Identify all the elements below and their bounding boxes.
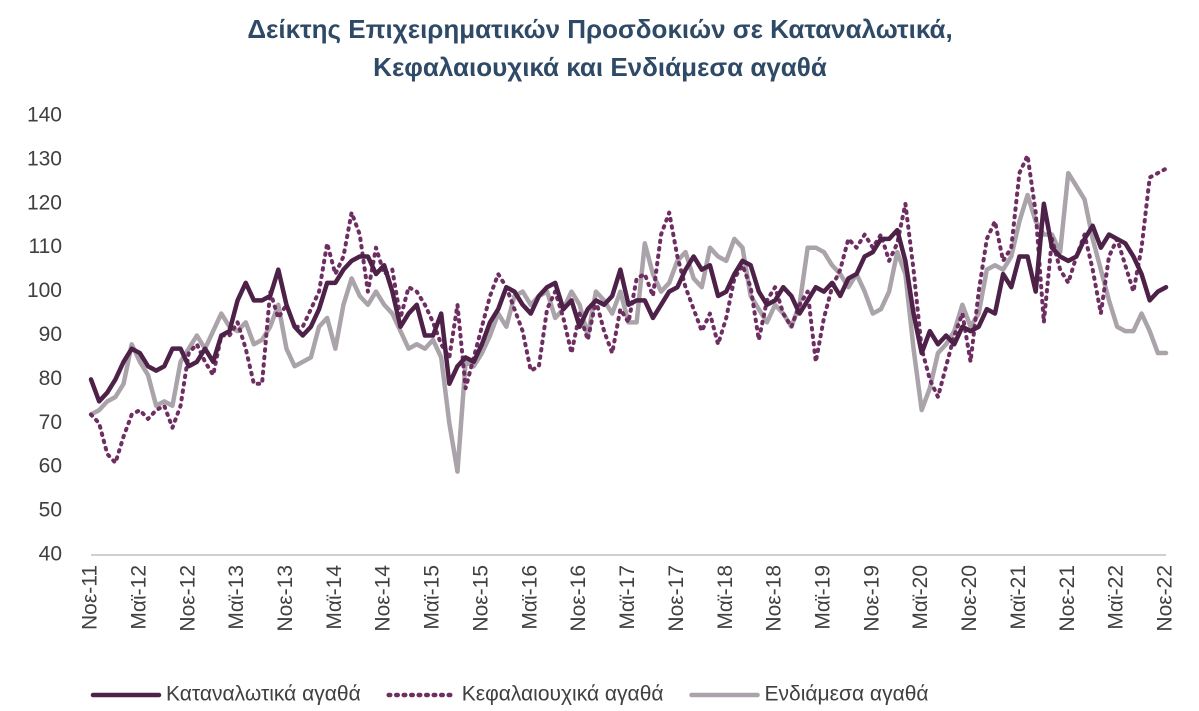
x-tick-label: Νοε-16 [567, 565, 590, 632]
x-tick-label: Μαϊ-22 [1105, 565, 1128, 630]
x-tick-label: Μαϊ-15 [421, 565, 444, 630]
x-tick-label: Νοε-20 [958, 565, 981, 632]
x-tick-label: Μαϊ-19 [812, 565, 835, 630]
x-tick-label: Νοε-22 [1154, 565, 1177, 632]
y-tick-label: 140 [27, 104, 62, 127]
legend-label: Καταναλωτικά αγαθά [166, 683, 361, 706]
chart-title: Δείκτης Επιχειρηματικών Προσδοκιών σε Κα… [247, 14, 952, 44]
x-tick-label: Μαϊ-17 [616, 565, 639, 630]
x-tick-label: Μαϊ-12 [127, 565, 150, 630]
x-tick-label: Νοε-12 [176, 565, 199, 632]
y-tick-label: 110 [29, 235, 62, 258]
x-tick-label: Νοε-21 [1056, 565, 1079, 632]
x-tick-label: Νοε-14 [372, 565, 395, 632]
x-tick-label: Νοε-17 [665, 565, 688, 632]
x-tick-label: Μαϊ-18 [714, 565, 737, 630]
y-tick-label: 40 [39, 543, 62, 566]
y-tick-label: 120 [27, 191, 62, 214]
chart-title: Κεφαλαιουχικά και Ενδιάμεσα αγαθά [373, 52, 827, 82]
x-tick-label: Μαϊ-21 [1007, 565, 1030, 630]
y-tick-label: 130 [27, 147, 62, 170]
x-tick-label: Μαϊ-13 [225, 565, 248, 630]
series-line [88, 201, 1169, 404]
y-tick-label: 50 [39, 499, 62, 522]
legend-label: Κεφαλαιουχικά αγαθά [462, 683, 664, 706]
y-tick-label: 70 [39, 411, 62, 434]
x-tick-label: Νοε-13 [274, 565, 297, 632]
y-tick-label: 90 [39, 323, 62, 346]
y-tick-label: 80 [39, 367, 62, 390]
x-tick-label: Νοε-15 [469, 565, 492, 632]
x-tick-label: Νοε-11 [79, 565, 102, 630]
x-tick-label: Νοε-18 [763, 565, 786, 632]
x-tick-label: Μαϊ-20 [909, 565, 932, 630]
x-tick-label: Μαϊ-14 [323, 565, 346, 630]
y-tick-label: 60 [39, 455, 62, 478]
legend-label: Ενδιάμεσα αγαθά [765, 683, 929, 706]
y-tick-label: 100 [27, 279, 62, 302]
series-line [89, 153, 1168, 465]
x-tick-label: Νοε-19 [860, 565, 883, 632]
x-tick-label: Μαϊ-16 [518, 565, 541, 630]
